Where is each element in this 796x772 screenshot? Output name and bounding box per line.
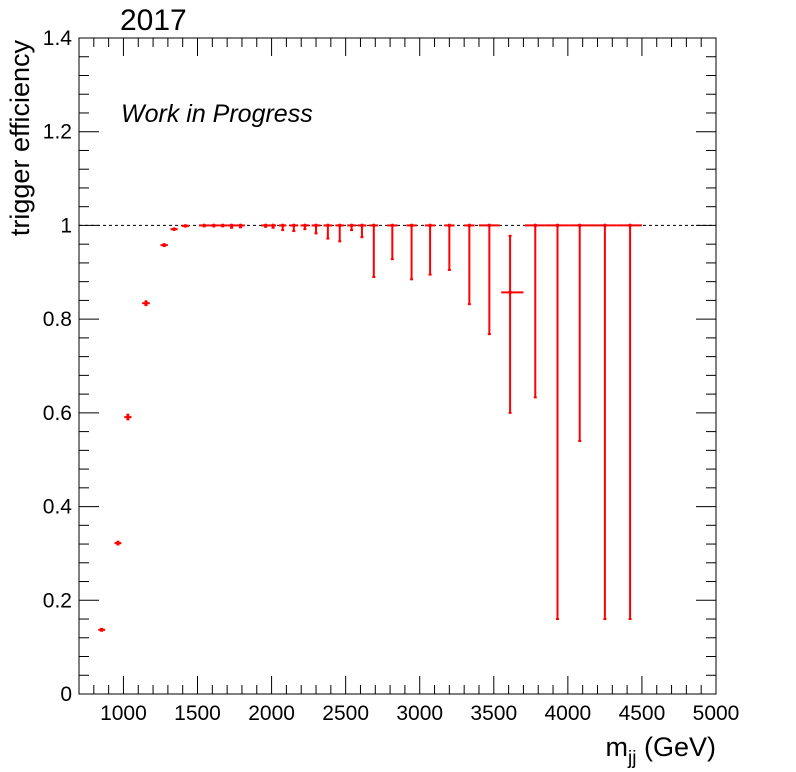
data-point [170, 227, 178, 231]
data-point [424, 223, 436, 276]
data-point [387, 223, 398, 261]
data-point [218, 223, 228, 228]
point-marker [409, 223, 414, 228]
data-point [289, 223, 299, 233]
point-marker [162, 243, 166, 247]
data-point [311, 223, 321, 235]
point-marker [487, 223, 492, 228]
data-point [98, 627, 106, 632]
point-marker [202, 223, 206, 228]
point-marker [238, 223, 243, 228]
data-point [181, 224, 190, 228]
point-marker [577, 223, 582, 228]
data-point [369, 223, 379, 278]
point-marker [126, 415, 130, 419]
point-marker [555, 223, 560, 228]
plot-frame [78, 37, 717, 695]
point-marker [428, 223, 432, 228]
point-marker [303, 223, 307, 228]
data-point [478, 223, 500, 336]
point-marker [183, 224, 188, 228]
x-tick-label: 1000 [100, 702, 147, 725]
x-tick-label: 1500 [174, 702, 221, 725]
point-marker [603, 223, 607, 228]
data-point [142, 300, 150, 307]
point-marker [447, 223, 452, 228]
y-tick-label: 0.2 [43, 589, 72, 612]
y-tick-label: 0 [60, 683, 72, 706]
x-axis-title: mjj (GeV) [606, 732, 716, 769]
data-point [124, 413, 132, 421]
point-marker [360, 223, 364, 228]
data-point [270, 223, 277, 229]
point-marker [172, 227, 176, 231]
point-marker [390, 223, 395, 228]
point-marker [349, 223, 354, 228]
x-tick-label: 3500 [470, 702, 517, 725]
point-marker [99, 628, 104, 632]
data-point [198, 223, 210, 228]
data-point [464, 223, 475, 306]
data-point [444, 223, 455, 271]
point-marker [220, 223, 225, 228]
chart-title: 2017 [120, 4, 187, 37]
data-point [406, 223, 417, 281]
data-point [569, 223, 594, 442]
point-marker [314, 223, 318, 228]
x-axis-title-subscript: jj [627, 748, 636, 769]
data-point [278, 223, 287, 232]
x-tick-label: 5000 [693, 702, 740, 725]
x-axis: 1000 1500 2000 2500 3000 3500 4000 4500 5000 [93, 38, 740, 725]
data-point [545, 223, 570, 621]
data-point [160, 243, 168, 248]
x-axis-title-unit: (GeV) [636, 732, 716, 762]
data-point [323, 223, 333, 240]
point-marker [326, 223, 330, 228]
data-point [227, 223, 237, 229]
data-point [209, 223, 219, 228]
point-marker [280, 223, 285, 228]
y-tick-label: 0.6 [43, 402, 72, 425]
x-axis-title-base: m [606, 732, 629, 762]
y-tick-label: 1.2 [43, 121, 72, 144]
y-axis-title: trigger efficiency [5, 40, 35, 237]
point-marker [467, 223, 472, 228]
x-tick-label: 4000 [545, 702, 592, 725]
point-marker [337, 223, 342, 228]
point-marker [628, 223, 632, 228]
point-marker [116, 541, 120, 545]
point-marker [371, 223, 376, 228]
point-marker [212, 223, 216, 228]
y-tick-label: 0.4 [43, 496, 73, 519]
y-tick-label: 0.8 [43, 308, 72, 331]
x-tick-label: 2000 [248, 702, 295, 725]
point-marker [229, 223, 234, 228]
point-marker [271, 223, 275, 228]
data-point [524, 223, 546, 399]
point-marker [263, 223, 268, 228]
data-point [347, 223, 357, 232]
data-point [114, 540, 122, 546]
data-point [616, 223, 642, 621]
data-point [236, 223, 245, 229]
x-tick-label: 2500 [322, 702, 369, 725]
point-marker [533, 223, 538, 228]
point-marker [508, 290, 512, 295]
data-point [300, 223, 310, 231]
data-point [335, 223, 345, 243]
x-tick-label: 3000 [396, 702, 443, 725]
y-tick-label: 1 [60, 214, 72, 237]
x-tick-label: 4500 [619, 702, 666, 725]
y-tick-label: 1.4 [43, 27, 73, 50]
annotation-label: Work in Progress [121, 100, 313, 128]
point-marker [292, 223, 296, 228]
data-point [593, 223, 617, 621]
data-point [357, 223, 367, 239]
data-point [501, 234, 524, 414]
point-marker [144, 301, 148, 306]
data-points [98, 223, 642, 632]
data-point [261, 223, 271, 228]
y-axis: 0 0.2 0.4 0.6 0.8 1 1.2 1.4 [43, 27, 716, 706]
